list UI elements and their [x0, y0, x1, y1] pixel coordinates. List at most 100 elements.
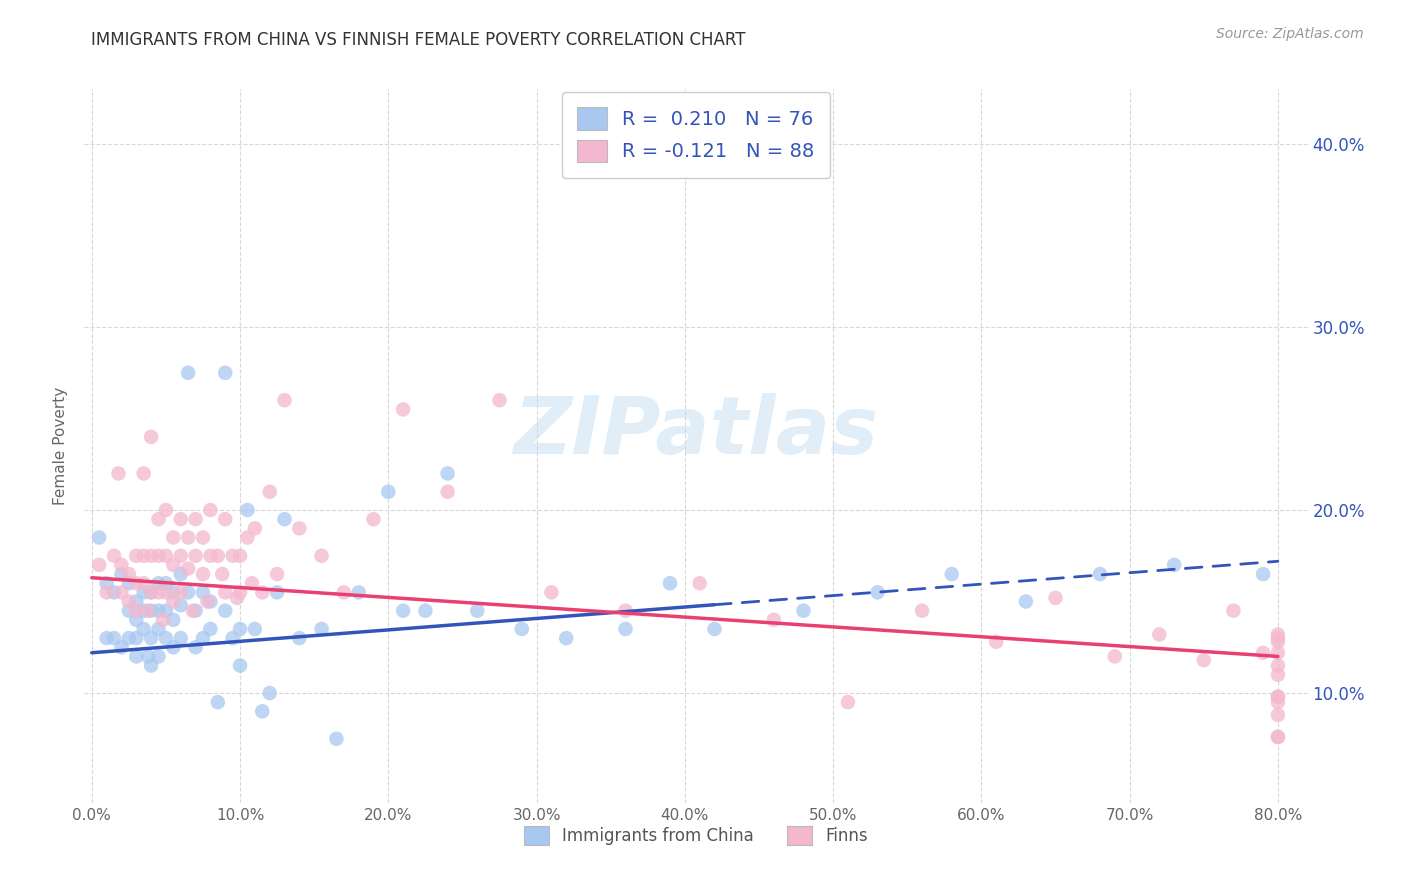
Point: [200, 503, 222, 517]
Point: [226, 591, 249, 605]
Point: [377, 484, 399, 499]
Point: [229, 549, 252, 563]
Point: [139, 631, 162, 645]
Legend: Immigrants from China, Finns: Immigrants from China, Finns: [510, 813, 882, 859]
Point: [148, 649, 170, 664]
Point: [1267, 658, 1289, 673]
Point: [200, 594, 222, 608]
Point: [214, 366, 236, 380]
Point: [762, 613, 785, 627]
Point: [132, 585, 155, 599]
Point: [229, 585, 252, 599]
Point: [110, 640, 132, 655]
Point: [162, 531, 184, 545]
Point: [1045, 591, 1067, 605]
Point: [177, 531, 200, 545]
Point: [89, 558, 111, 572]
Point: [1104, 649, 1126, 664]
Point: [273, 512, 295, 526]
Point: [243, 521, 266, 535]
Point: [1192, 653, 1215, 667]
Point: [162, 640, 184, 655]
Point: [170, 512, 193, 526]
Point: [155, 631, 177, 645]
Point: [191, 585, 214, 599]
Point: [200, 622, 222, 636]
Point: [986, 634, 1008, 648]
Point: [221, 549, 243, 563]
Point: [118, 631, 141, 645]
Point: [415, 604, 437, 618]
Point: [207, 549, 229, 563]
Point: [139, 549, 162, 563]
Point: [614, 622, 637, 636]
Point: [107, 467, 129, 481]
Point: [243, 622, 266, 636]
Point: [125, 549, 148, 563]
Point: [1267, 646, 1289, 660]
Point: [148, 604, 170, 618]
Point: [911, 604, 934, 618]
Point: [392, 604, 415, 618]
Point: [132, 576, 155, 591]
Point: [689, 576, 711, 591]
Point: [197, 594, 219, 608]
Point: [1267, 631, 1289, 645]
Y-axis label: Female Poverty: Female Poverty: [53, 387, 69, 505]
Point: [96, 631, 118, 645]
Point: [1251, 646, 1274, 660]
Point: [125, 576, 148, 591]
Point: [311, 622, 333, 636]
Point: [89, 531, 111, 545]
Point: [1267, 695, 1289, 709]
Point: [941, 567, 963, 582]
Point: [1251, 567, 1274, 582]
Point: [148, 585, 170, 599]
Point: [96, 585, 118, 599]
Point: [139, 430, 162, 444]
Point: [659, 576, 682, 591]
Point: [132, 467, 155, 481]
Point: [392, 402, 415, 417]
Point: [273, 393, 295, 408]
Point: [139, 585, 162, 599]
Point: [132, 622, 155, 636]
Point: [103, 549, 125, 563]
Point: [229, 622, 252, 636]
Point: [155, 576, 177, 591]
Point: [118, 594, 141, 608]
Point: [488, 393, 510, 408]
Point: [1088, 567, 1111, 582]
Point: [363, 512, 385, 526]
Point: [181, 604, 204, 618]
Point: [184, 549, 207, 563]
Point: [110, 585, 132, 599]
Point: [333, 585, 356, 599]
Point: [540, 585, 562, 599]
Point: [125, 649, 148, 664]
Point: [614, 604, 637, 618]
Point: [1149, 627, 1171, 641]
Point: [325, 731, 347, 746]
Point: [214, 604, 236, 618]
Point: [152, 613, 174, 627]
Point: [162, 558, 184, 572]
Point: [184, 604, 207, 618]
Point: [139, 658, 162, 673]
Point: [1267, 708, 1289, 723]
Point: [184, 512, 207, 526]
Point: [1267, 667, 1289, 681]
Point: [155, 604, 177, 618]
Point: [347, 585, 370, 599]
Point: [132, 549, 155, 563]
Point: [252, 585, 274, 599]
Point: [436, 467, 458, 481]
Point: [136, 649, 159, 664]
Point: [1222, 604, 1244, 618]
Point: [207, 695, 229, 709]
Point: [162, 585, 184, 599]
Point: [125, 594, 148, 608]
Point: [191, 531, 214, 545]
Point: [288, 631, 311, 645]
Point: [436, 484, 458, 499]
